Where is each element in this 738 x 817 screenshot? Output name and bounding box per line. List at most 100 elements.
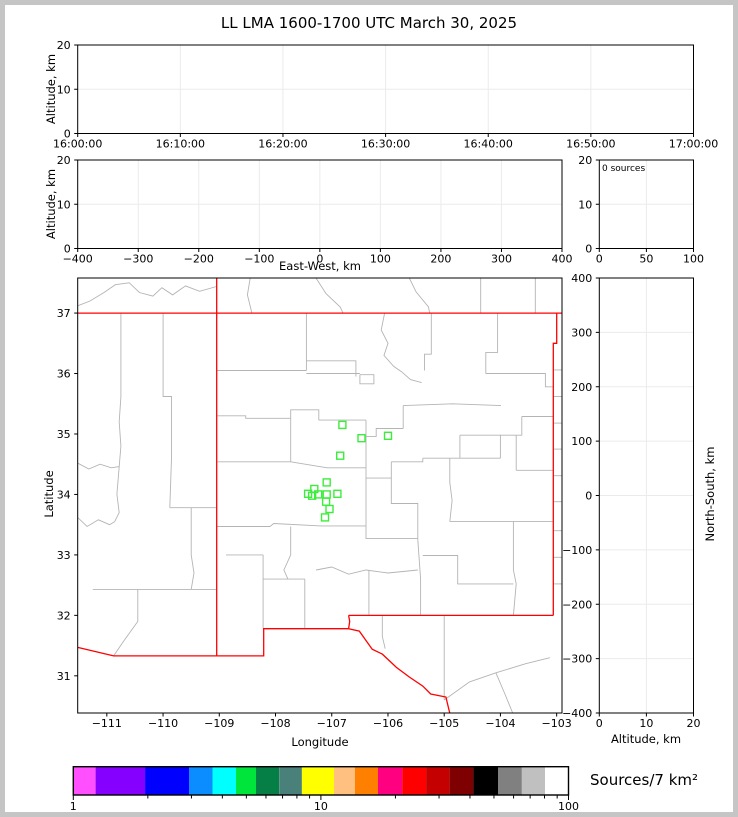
colorbar-segment (189, 766, 213, 795)
y-axis-label-north-south: North-South, km (703, 446, 717, 542)
county-boundary (365, 525, 418, 540)
tick-label: −200 (184, 253, 214, 266)
county-boundary (216, 523, 366, 527)
tick-label: 100 (571, 435, 592, 448)
tick-label: 16:50:00 (566, 138, 615, 151)
tick-label: 200 (571, 381, 592, 394)
colorbar-segment (402, 766, 427, 795)
county-boundary (306, 360, 357, 377)
tick-label: 16:10:00 (156, 138, 205, 151)
tick-label: 20 (57, 154, 71, 167)
colorbar-tick-label: 1 (70, 800, 77, 813)
tick-label: −300 (562, 653, 592, 666)
tick-label: 10 (57, 198, 71, 211)
colorbar-segment (334, 766, 355, 795)
tick-label: −107 (317, 717, 347, 730)
county-boundary (77, 517, 115, 528)
lma-source-marker (307, 491, 317, 500)
county-boundary (365, 436, 392, 479)
lma-source-marker (383, 431, 393, 440)
county-boundary (391, 458, 424, 463)
county-boundary (190, 507, 195, 590)
tick-label: 300 (491, 253, 512, 266)
county-boundary (495, 672, 514, 713)
tick-label: −100 (244, 253, 274, 266)
panel-frame-map (77, 277, 563, 714)
county-boundary (443, 657, 551, 701)
county-boundary (315, 566, 418, 575)
tick-label: 300 (571, 326, 592, 339)
colorbar-segment (449, 766, 474, 795)
tick-label: 35 (57, 428, 71, 441)
tick-label: −400 (63, 253, 93, 266)
county-boundary (380, 313, 422, 384)
y-axis-label-altitude-time-panel: Altitude, km (44, 53, 58, 125)
county-boundary (114, 313, 122, 522)
colorbar-segment (95, 766, 146, 795)
colorbar-segment (426, 766, 450, 795)
tick-label: −400 (562, 707, 592, 720)
tick-label: 16:40:00 (464, 138, 513, 151)
plot-canvas: 16:00:00 16:10:00 16:20:00 16:30:00 16:40:00… (53, 39, 718, 813)
tick-label: 31 (57, 670, 71, 683)
x-axis-label-east-west: East-West, km (279, 259, 361, 273)
tick-label: 34 (57, 488, 71, 501)
colorbar-segment (498, 766, 522, 795)
county-boundary (315, 278, 344, 314)
tick-label: −111 (92, 717, 122, 730)
tick-label: 16:30:00 (361, 138, 410, 151)
county-boundary (417, 539, 422, 616)
colorbar-tick-label: 10 (314, 800, 328, 813)
county-boundary (246, 278, 253, 314)
county-boundary (499, 416, 523, 459)
tick-label: 100 (370, 253, 391, 266)
tick-label: 32 (57, 609, 71, 622)
tick-label: −100 (562, 544, 592, 557)
colorbar-segment (378, 766, 403, 795)
tick-label: 0 (64, 243, 71, 256)
tick-label: 33 (57, 549, 71, 562)
county-boundary (77, 462, 120, 470)
y-axis-label-altitude-ew-panel: Altitude, km (44, 168, 58, 240)
county-boundary (485, 313, 499, 374)
colorbar-segment (354, 766, 378, 795)
lma-source-marker (357, 434, 366, 443)
tick-label: −103 (542, 717, 572, 730)
state-boundary (347, 615, 351, 629)
county-boundary (290, 409, 320, 421)
county-boundary (216, 415, 291, 419)
tick-label: 400 (552, 253, 573, 266)
x-axis-label-longitude: Longitude (291, 735, 349, 749)
plot-title: LL LMA 1600-1700 UTC March 30, 2025 (220, 14, 518, 32)
colorbar-segment (145, 766, 190, 795)
lma-source-marker (321, 497, 331, 506)
lma-source-marker (336, 451, 345, 460)
tick-label: 16:20:00 (258, 138, 307, 151)
county-boundary (408, 278, 431, 314)
colorbar-segment (521, 766, 545, 795)
tick-label: 100 (683, 253, 704, 266)
lma-source-marker (322, 490, 331, 499)
tick-label: 36 (57, 368, 71, 381)
county-boundary (403, 403, 502, 407)
state-boundary (552, 313, 558, 616)
tick-label: 20 (578, 154, 592, 167)
colorbar-segment (301, 766, 334, 795)
colorbar-segment (279, 766, 302, 795)
tick-label: −106 (373, 717, 403, 730)
tick-label: 17:00:00 (669, 138, 718, 151)
tick-label: 10 (57, 83, 71, 96)
tick-label: −108 (260, 717, 290, 730)
lma-source-marker (320, 513, 330, 522)
state-boundary (77, 628, 349, 657)
county-boundary (365, 420, 404, 437)
x-axis-label-altitude-ns-panel: Altitude, km (610, 732, 682, 746)
tick-label: 0 (316, 253, 323, 266)
tick-label: 50 (639, 253, 653, 266)
county-boundary (390, 461, 419, 540)
county-boundary (113, 589, 139, 657)
tick-label: −110 (148, 717, 178, 730)
state-boundary (348, 628, 451, 713)
tick-label: 0 (596, 253, 603, 266)
